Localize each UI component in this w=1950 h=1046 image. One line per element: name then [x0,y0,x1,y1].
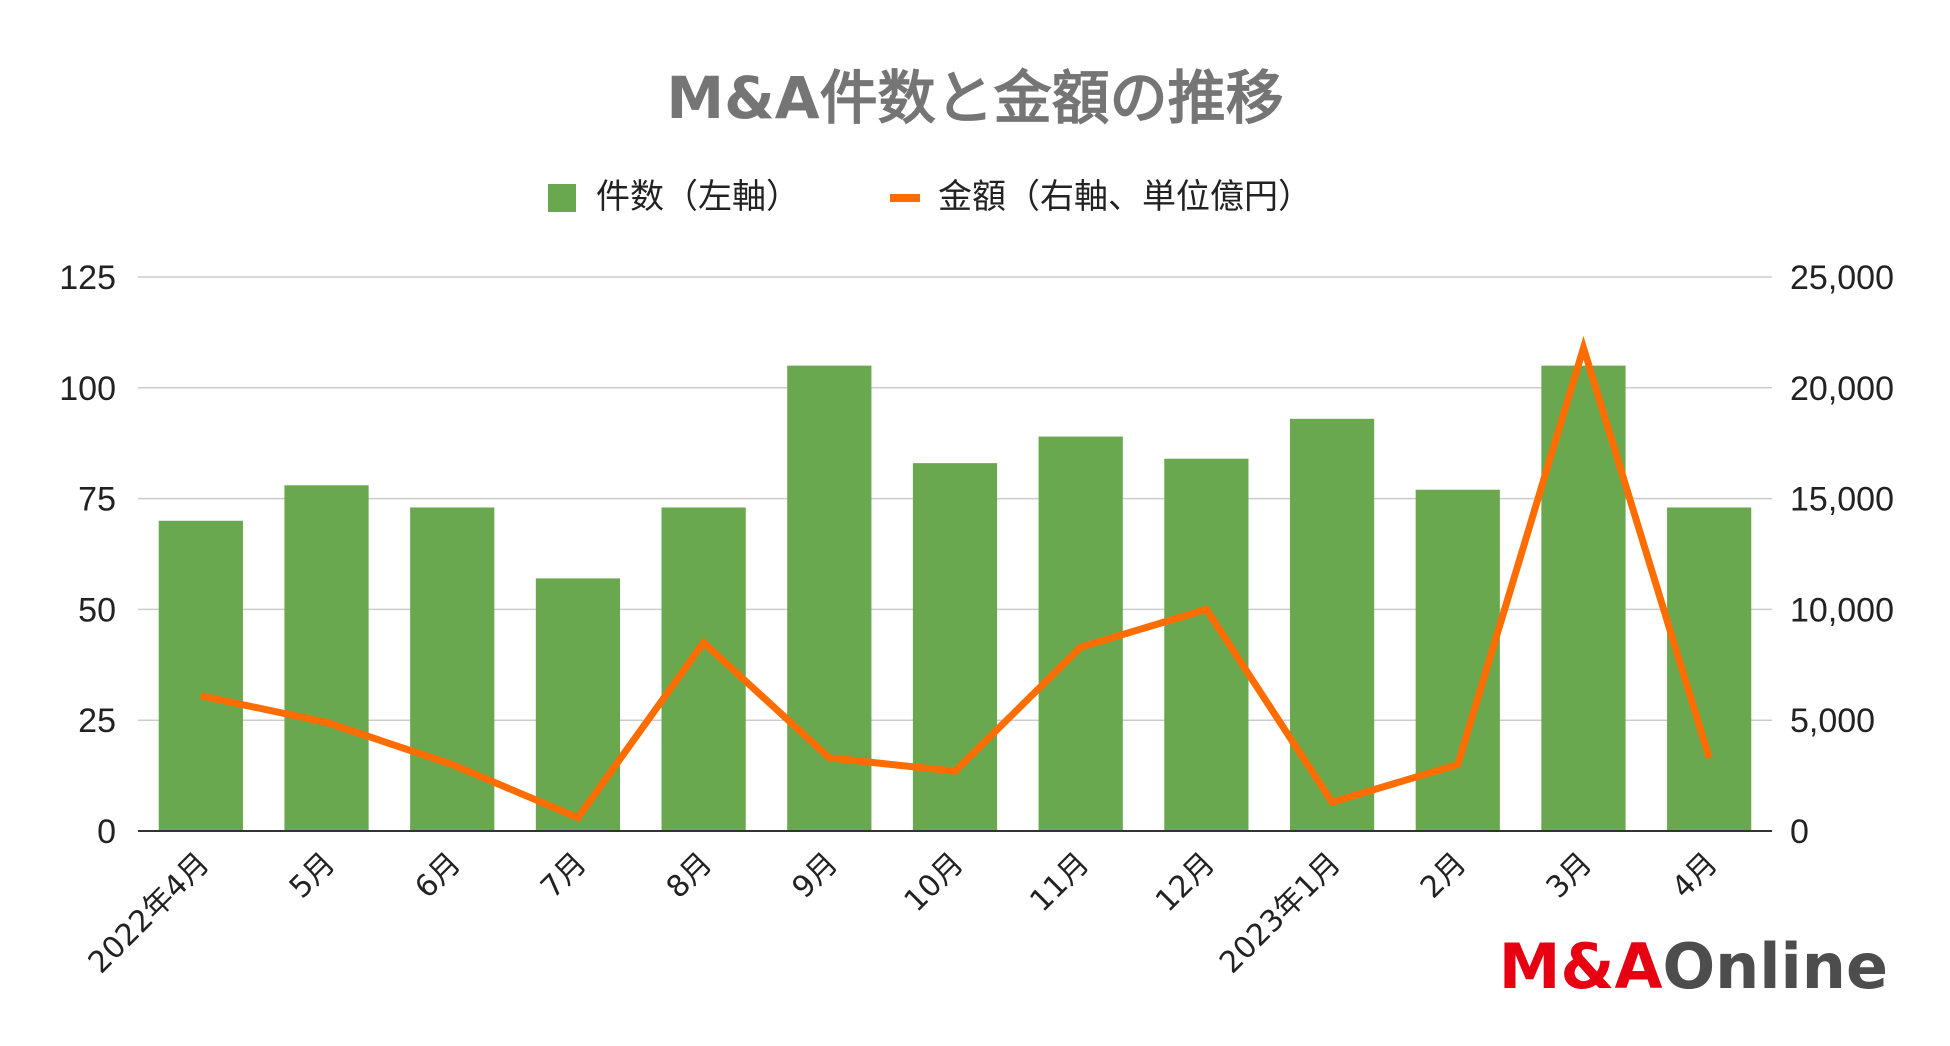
y-left-tick-label: 25 [78,702,116,740]
y-right-tick-label: 15,000 [1790,481,1894,519]
chart-title: M&A件数と金額の推移 [666,64,1283,132]
legend: 件数（左軸） 金額（右軸、単位億円） [548,177,1312,217]
bar-series [158,365,1752,831]
legend-label-bars: 件数（左軸） [596,177,800,217]
logo: M&AOnline [1499,930,1888,1003]
y-left-tick-label: 0 [97,813,116,851]
y-left-tick-label: 100 [59,370,116,408]
y-left-tick-label: 75 [78,481,116,519]
legend-swatch-line [890,194,920,202]
x-tick-label: 6月 [408,846,467,905]
x-tick-label: 11月 [1023,846,1096,919]
bar [410,507,495,831]
y-right-tick-label: 25,000 [1790,259,1894,297]
legend-swatch-bars [548,184,576,212]
bar [158,520,243,831]
logo-part2: Online [1662,930,1888,1003]
x-tick-label: 9月 [786,846,845,905]
right-axis: 0 5,000 10,000 15,000 20,000 25,000 [1790,259,1894,851]
line-series-path [200,335,1713,823]
x-tick-label: 4月 [1665,846,1724,905]
line-series [200,335,1713,823]
bar [912,463,998,831]
y-right-tick-label: 5,000 [1790,702,1875,740]
y-right-tick-label: 20,000 [1790,370,1894,408]
x-tick-label: 8月 [660,846,719,905]
x-tick-label: 3月 [1540,846,1599,905]
y-left-tick-label: 125 [59,259,116,297]
x-tick-label: 12月 [1149,846,1222,919]
bar [284,485,369,831]
bar [1164,458,1249,831]
bar [1038,436,1123,831]
x-tick-label: 5月 [283,846,342,905]
y-left-tick-label: 50 [78,591,116,629]
x-tick-label: 7月 [534,846,593,905]
x-tick-label: 2月 [1414,846,1473,905]
bar [1289,418,1375,831]
left-axis: 0 25 50 75 100 125 [59,259,116,851]
x-tick-label: 10月 [898,846,971,919]
y-right-tick-label: 10,000 [1790,591,1894,629]
x-tick-label: 2023年1月 [1213,846,1348,981]
logo-part1: M&A [1499,930,1663,1003]
legend-label-line: 金額（右軸、単位億円） [938,177,1312,217]
bar [535,578,621,831]
x-tick-label: 2022年4月 [82,846,217,981]
y-right-tick-label: 0 [1790,813,1809,851]
